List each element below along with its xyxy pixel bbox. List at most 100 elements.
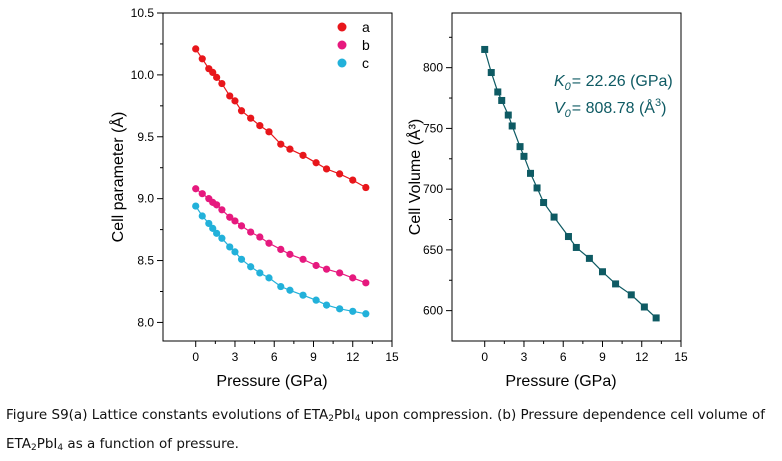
data-point <box>286 145 294 153</box>
data-point <box>362 279 370 287</box>
y-tick-label: 800 <box>423 61 443 75</box>
x-tick-label: 12 <box>635 350 649 364</box>
x-tick-label: 15 <box>674 350 688 364</box>
data-point <box>247 114 255 122</box>
data-point <box>277 282 285 291</box>
data-point <box>218 234 226 242</box>
data-point <box>299 151 307 159</box>
data-point <box>516 143 524 151</box>
data-point <box>640 303 648 311</box>
data-point <box>336 170 344 178</box>
data-point <box>256 233 264 241</box>
data-point <box>265 239 273 247</box>
data-point <box>213 73 221 81</box>
caption-line-2: ETA2PbI4 as a function of pressure. <box>6 436 239 453</box>
data-point <box>362 183 370 192</box>
y-axis: 8.0 8.5 9.0 9.5 10.0 10.5 <box>131 6 163 329</box>
data-point <box>481 45 489 53</box>
legend-marker <box>337 40 347 50</box>
data-point <box>192 202 200 210</box>
data-point <box>213 229 221 237</box>
data-point <box>564 233 572 241</box>
data-point <box>218 79 226 88</box>
y-tick-label: 9.0 <box>137 192 154 206</box>
x-tick-label: 6 <box>271 350 278 364</box>
x-tick-label: 12 <box>346 350 360 364</box>
data-point <box>226 213 234 221</box>
legend-label: c <box>362 55 369 71</box>
data-point <box>598 268 606 276</box>
legend-label: b <box>362 37 370 53</box>
data-points <box>481 45 660 322</box>
y-axis-label-text: Cell Volume (Å³) <box>405 119 424 235</box>
data-point <box>247 263 255 271</box>
data-point <box>585 254 593 262</box>
figure: 0 3 6 9 12 15 8.0 8.5 9.0 9.5 10.0 10.5 Pressure (… <box>108 6 688 390</box>
x-tick-label: 0 <box>481 350 488 364</box>
data-point <box>322 265 331 273</box>
y-axis-label: Cell Volume (Å³) <box>405 119 424 235</box>
data-point <box>218 206 226 214</box>
data-point <box>312 261 320 270</box>
x-tick-label: 3 <box>232 350 239 364</box>
v0-value: = 808.78 (Å <box>572 98 656 117</box>
data-point <box>312 296 320 304</box>
data-point <box>231 248 239 256</box>
panel-a: 0 3 6 9 12 15 8.0 8.5 9.0 9.5 10.0 10.5 Pressure (… <box>108 6 399 390</box>
y-tick-label: 8.0 <box>137 315 154 329</box>
y-axis-label: Cell parameter (Å) <box>108 112 127 243</box>
data-point <box>256 122 264 130</box>
data-point <box>286 286 294 294</box>
data-point <box>231 217 239 225</box>
x-tick-label: 9 <box>310 350 317 364</box>
data-point <box>627 291 635 299</box>
data-point <box>277 245 285 254</box>
data-point <box>192 45 200 53</box>
data-point <box>209 224 217 232</box>
data-point <box>322 165 331 173</box>
legend: abc <box>337 19 370 71</box>
data-point <box>277 140 285 148</box>
data-point <box>209 68 217 77</box>
plot-frame <box>451 12 682 342</box>
data-point <box>226 92 234 100</box>
data-point <box>226 243 234 251</box>
y-tick-label: 650 <box>423 243 443 257</box>
data-point <box>312 159 320 167</box>
y-tick-label: 10.0 <box>131 68 155 82</box>
fit-line <box>195 48 367 189</box>
data-point <box>572 243 580 251</box>
data-point <box>533 184 541 192</box>
data-point <box>198 212 206 220</box>
figure-caption: Figure S9(a) Lattice constants evolution… <box>6 403 778 461</box>
x-axis-label: Pressure (GPa) <box>216 373 327 390</box>
y-tick-label: 700 <box>423 182 443 196</box>
data-points <box>192 45 370 318</box>
data-point <box>349 176 357 184</box>
plot-frame <box>162 12 393 342</box>
data-point <box>231 97 239 105</box>
x-tick-label: 6 <box>560 350 567 364</box>
k0-value: = 22.26 (GPa) <box>572 73 673 90</box>
data-point <box>487 69 495 77</box>
y-tick-label: 9.5 <box>137 130 154 144</box>
k0-symbol: K <box>554 73 566 90</box>
x-tick-label: 3 <box>521 350 528 364</box>
data-point <box>652 314 660 322</box>
data-point <box>286 250 294 258</box>
data-point <box>192 185 200 193</box>
data-point <box>504 111 512 119</box>
data-point <box>213 201 221 209</box>
x-tick-label: 15 <box>385 350 399 364</box>
data-point <box>498 96 506 104</box>
y-axis: 600 650 700 750 800 <box>423 36 452 318</box>
data-point <box>349 307 357 315</box>
data-point <box>550 213 558 221</box>
data-point <box>322 301 331 309</box>
v0-superscript: 3 <box>655 97 661 109</box>
y-tick-label: 10.5 <box>131 6 155 20</box>
data-point <box>265 274 273 282</box>
v0-subscript: 0 <box>565 108 572 120</box>
data-point <box>237 107 246 115</box>
data-point <box>494 88 502 96</box>
